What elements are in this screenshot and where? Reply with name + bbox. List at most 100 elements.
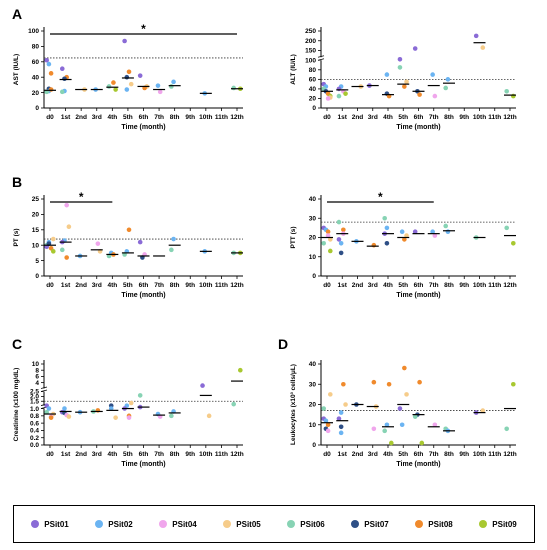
x-tick-label: 12th: [230, 114, 243, 121]
data-point-psit06: [382, 428, 388, 434]
y-tick-label: 80: [32, 44, 40, 51]
x-axis-label: Time (month): [396, 124, 440, 131]
x-tick-label: 11th: [215, 282, 228, 289]
legend: PSit01 PSit02 PSit04 PSit05 PSit06 PSit07 PSit…: [13, 505, 535, 543]
data-point-psit06: [106, 84, 112, 89]
data-point-psit05: [343, 402, 348, 407]
data-point-psit06: [321, 406, 327, 411]
axis-break: [41, 405, 47, 409]
panel-6: D 0 10 20 30 40 d0 1st 2nd 3rd 4th 5th 6th 7th 8th 9th 1…: [278, 336, 517, 468]
x-tick-label: d0: [46, 114, 54, 121]
data-point-psit02: [384, 225, 390, 231]
y-tick-label: 10: [309, 422, 317, 429]
x-tick-label: 7th: [154, 114, 164, 121]
x-tick-label: 10th: [199, 282, 212, 289]
data-point-psit04: [432, 233, 438, 238]
legend-item-psit09: PSit09: [479, 520, 517, 529]
data-point-psit06: [504, 88, 510, 94]
y-tick-label: 10: [32, 242, 40, 249]
data-point-psit02: [384, 422, 390, 428]
y-tick-label: 0.6: [30, 420, 39, 427]
x-tick-label: d0: [46, 282, 54, 289]
x-tick-label: 1st: [61, 114, 71, 121]
data-point-psit07: [384, 240, 390, 246]
data-point-psit09: [511, 93, 516, 99]
x-tick-label: 10th: [199, 114, 212, 121]
panel-letter: A: [12, 6, 22, 22]
data-point-psit08: [325, 229, 331, 235]
axis-break-mark: [40, 386, 48, 389]
data-point-psit02: [338, 240, 344, 246]
x-axis-label: Time (month): [121, 461, 165, 468]
y-tick-label: 25: [32, 196, 40, 203]
data-point-psit08: [417, 92, 422, 97]
x-tick-label: 8th: [444, 282, 454, 289]
data-point-psit09: [419, 440, 425, 446]
x-tick-label: 4th: [383, 114, 393, 121]
x-tick-label: 2nd: [75, 282, 87, 289]
data-point-psit02: [430, 72, 435, 77]
data-point-psit06: [59, 247, 65, 253]
y-tick-label: 20: [309, 235, 317, 242]
legend-item-psit07: PSit07: [351, 520, 389, 529]
x-tick-label: 9th: [185, 114, 195, 121]
data-point-psit04: [432, 93, 438, 99]
axis-break-mark: [317, 58, 325, 61]
data-point-psit06: [169, 84, 174, 89]
data-point-psit02: [338, 430, 344, 436]
axis-break: [41, 388, 47, 392]
data-point-psit08: [325, 422, 331, 428]
data-point-psit08: [417, 379, 422, 385]
data-point-psit06: [59, 89, 65, 95]
y-tick-label: 20: [32, 212, 40, 219]
data-point-psit06: [443, 223, 449, 229]
x-tick-label: 6th: [139, 451, 149, 458]
data-point-psit01: [122, 38, 127, 44]
legend-swatch: [159, 520, 168, 528]
significance-star: *: [79, 190, 84, 204]
panel-letter: C: [12, 336, 22, 352]
x-tick-label: 2nd: [75, 114, 87, 121]
data-point-psit01: [59, 66, 65, 72]
axis-break: [318, 57, 324, 61]
data-point-psit08: [371, 242, 377, 248]
legend-label: PSit08: [428, 519, 453, 529]
y-tick-label: 1.5: [30, 398, 39, 405]
x-tick-label: 4th: [107, 282, 117, 289]
y-tick-label: 2.0: [30, 394, 39, 401]
data-point-psit02: [62, 406, 67, 411]
data-point-psit08: [111, 80, 116, 85]
x-axis-label: Time (month): [121, 124, 165, 131]
data-point-psit01: [137, 73, 143, 78]
legend-swatch: [351, 520, 360, 528]
data-point-psit09: [511, 381, 516, 387]
x-tick-label: 4th: [107, 114, 117, 121]
x-tick-label: 11th: [215, 114, 228, 121]
y-tick-label: 5: [35, 258, 39, 265]
data-point-psit09: [343, 91, 348, 96]
data-point-psit05: [328, 237, 333, 242]
x-axis-label: Time (month): [396, 292, 440, 299]
y-tick-label: 8: [35, 367, 39, 374]
data-point-psit04: [157, 89, 163, 95]
x-tick-label: 2nd: [352, 451, 364, 458]
x-tick-label: 7th: [429, 282, 439, 289]
x-tick-label: 1st: [338, 114, 348, 121]
data-point-psit02: [338, 410, 344, 415]
legend-item-psit08: PSit08: [415, 519, 453, 529]
data-point-psit01: [200, 383, 205, 388]
y-tick-label: 1.0: [30, 406, 39, 413]
x-tick-label: 7th: [429, 114, 439, 121]
y-tick-label: 40: [32, 74, 40, 81]
legend-label: PSit02: [108, 519, 133, 529]
x-tick-label: 8th: [170, 114, 180, 121]
data-point-psit05: [66, 224, 72, 230]
y-tick-label: 10: [32, 361, 40, 368]
y-tick-label: 4: [35, 380, 39, 387]
y-tick-label: 6: [35, 374, 39, 381]
data-point-psit08: [341, 227, 346, 233]
x-tick-label: 1st: [61, 451, 71, 458]
significance-star: *: [141, 22, 146, 36]
y-tick-label: 0: [312, 273, 316, 280]
